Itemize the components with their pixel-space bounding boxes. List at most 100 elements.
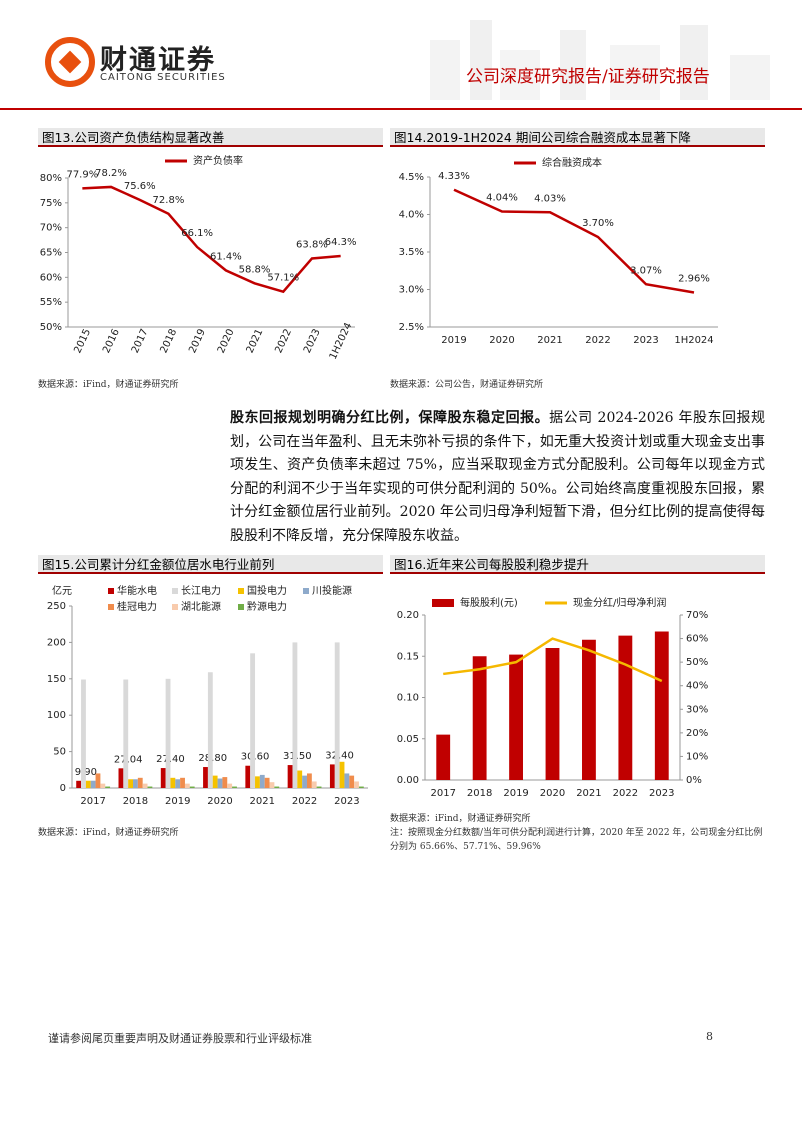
data-label: 57.1% xyxy=(267,273,299,284)
logo-en: CAITONG SECURITIES xyxy=(100,72,226,83)
y-tick-label: 0.05 xyxy=(397,734,419,745)
bar xyxy=(85,780,91,788)
note: 注：按照现金分红数额/当年可供分配利润进行计算，2020 年至 2022 年，公… xyxy=(390,828,763,852)
figure-title: 图15.公司累计分红金额位居水电行业前列 xyxy=(38,555,383,574)
bar xyxy=(232,786,237,788)
legend-marker xyxy=(172,604,178,610)
data-label: 77.9% xyxy=(66,169,98,180)
y-tick-label: 75% xyxy=(40,198,62,209)
y-tick-label: 4.5% xyxy=(399,172,424,183)
y-tick-label: 80% xyxy=(40,173,62,184)
x-tick-label: 2022 xyxy=(585,335,610,346)
figure-title: 图13.公司资产负债结构显著改善 xyxy=(38,128,383,147)
legend-label: 综合融资成本 xyxy=(542,156,602,169)
legend-label: 国投电力 xyxy=(247,584,287,597)
bar xyxy=(287,765,293,788)
logo-icon xyxy=(45,37,95,87)
bar xyxy=(165,678,171,788)
bar xyxy=(255,776,260,788)
bar xyxy=(81,679,86,788)
bar xyxy=(358,786,364,788)
bar xyxy=(654,631,669,780)
bar xyxy=(292,642,298,788)
bar xyxy=(118,768,124,788)
x-tick-label: 2017 xyxy=(80,796,105,807)
bar xyxy=(123,679,129,788)
bar xyxy=(170,777,176,788)
x-tick-label: 2017 xyxy=(130,327,151,355)
legend-marker xyxy=(238,588,244,594)
x-tick-label: 2020 xyxy=(216,327,237,355)
y-tick-label: 2.5% xyxy=(399,322,424,333)
bar xyxy=(316,786,322,788)
legend-label: 现金分红/归母净利润 xyxy=(573,596,666,609)
legend-label: 黔源电力 xyxy=(247,600,287,613)
bar xyxy=(207,672,213,788)
body-paragraph: 股东回报规划明确分红比例，保障股东稳定回报。据公司 2024-2026 年股东回… xyxy=(230,407,765,548)
y2-tick-label: 10% xyxy=(686,751,708,762)
body-text: 据公司 2024-2026 年股东回报规划，公司在当年盈利、且无未弥补亏损的条件… xyxy=(230,410,766,544)
y-tick-label: 100 xyxy=(47,710,66,721)
data-label: 4.33% xyxy=(438,171,470,182)
bar xyxy=(269,782,275,788)
bar xyxy=(189,786,195,788)
bar xyxy=(329,764,335,788)
x-tick-label: 2017 xyxy=(430,788,455,799)
legend-marker xyxy=(238,604,244,610)
data-label: 78.2% xyxy=(95,168,127,179)
bar xyxy=(133,779,138,788)
y2-tick-label: 60% xyxy=(686,634,708,645)
x-tick-label: 2018 xyxy=(467,788,492,799)
legend-label: 长江电力 xyxy=(181,584,221,597)
x-tick-label: 2018 xyxy=(159,327,180,355)
bar xyxy=(311,781,317,788)
line xyxy=(82,185,341,294)
bar xyxy=(509,654,523,780)
legend-marker xyxy=(108,588,114,594)
x-tick-label: 2023 xyxy=(334,796,359,807)
data-label: 3.07% xyxy=(630,265,662,276)
bar xyxy=(344,773,350,788)
data-label: 4.04% xyxy=(486,193,518,204)
legend-marker xyxy=(432,599,454,607)
x-tick-label: 2022 xyxy=(292,796,317,807)
data-label: 64.3% xyxy=(325,237,357,248)
report-type: 公司深度研究报告/证券研究报告 xyxy=(466,67,710,87)
y-tick-label: 50 xyxy=(53,747,66,758)
x-tick-label: 2023 xyxy=(302,327,323,355)
bar xyxy=(180,777,185,788)
line xyxy=(453,188,695,294)
bar xyxy=(160,768,166,788)
bar xyxy=(184,783,190,788)
x-tick-label: 2021 xyxy=(576,788,601,799)
lead: 股东回报规划明确分红比例，保障股东稳定回报。 xyxy=(230,410,550,426)
x-tick-label: 2022 xyxy=(273,327,294,355)
bar xyxy=(245,765,251,788)
bar xyxy=(147,786,153,788)
bar xyxy=(105,786,111,788)
bar xyxy=(349,775,355,788)
data-label: 61.4% xyxy=(210,251,242,262)
x-tick-label: 2022 xyxy=(613,788,638,799)
bar xyxy=(100,783,106,788)
data-label: 58.8% xyxy=(239,264,271,275)
source: 数据来源：iFind，财通证券研究所 xyxy=(390,814,531,824)
y-tick-label: 250 xyxy=(47,601,66,612)
y-tick-label: 0.00 xyxy=(397,775,419,786)
legend-marker xyxy=(172,588,178,594)
bar xyxy=(545,648,560,780)
legend-label: 湖北能源 xyxy=(181,600,221,613)
bar xyxy=(217,778,223,788)
y-axis-label: 亿元 xyxy=(52,584,72,597)
y-tick-label: 4.0% xyxy=(399,210,424,221)
x-tick-label: 2020 xyxy=(489,335,514,346)
bar xyxy=(436,734,451,780)
legend-marker xyxy=(303,588,309,594)
bar xyxy=(297,770,303,788)
y-tick-label: 3.0% xyxy=(399,285,424,296)
x-tick-label: 2018 xyxy=(123,796,148,807)
bar xyxy=(203,767,208,788)
figure-title: 图14.2019-1H2024 期间公司综合融资成本显著下降 xyxy=(390,128,765,147)
bar xyxy=(90,780,96,788)
source: 数据来源：公司公告，财通证券研究所 xyxy=(390,380,544,390)
